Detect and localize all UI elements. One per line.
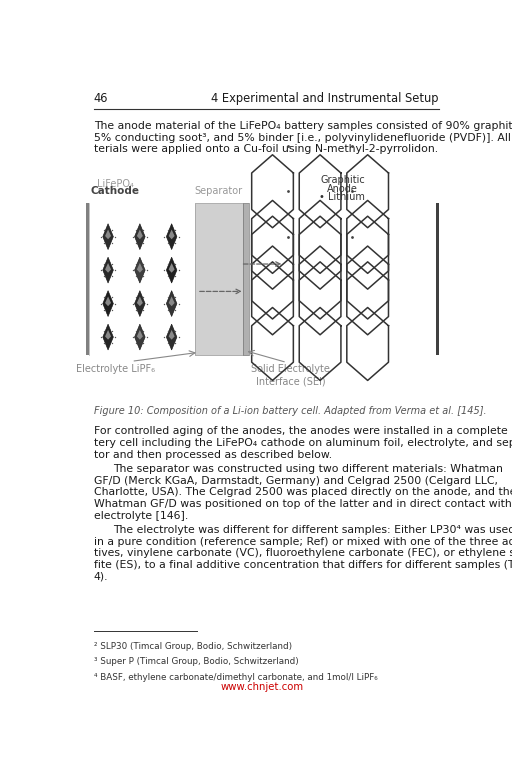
Polygon shape bbox=[135, 324, 145, 350]
Text: Graphitic: Graphitic bbox=[320, 175, 365, 185]
Text: Separator: Separator bbox=[195, 186, 243, 196]
Polygon shape bbox=[166, 223, 177, 250]
Polygon shape bbox=[105, 230, 111, 239]
Text: Figure 10: Composition of a Li-ion battery cell. Adapted from Verma et al. [145]: Figure 10: Composition of a Li-ion batte… bbox=[94, 406, 486, 416]
Text: www.chnjet.com: www.chnjet.com bbox=[221, 682, 304, 692]
Text: The electrolyte was different for different samples: Either LP30⁴ was used: The electrolyte was different for differ… bbox=[113, 525, 512, 535]
Polygon shape bbox=[135, 257, 145, 283]
Text: Electrolyte LiPF₆: Electrolyte LiPF₆ bbox=[76, 364, 155, 374]
Polygon shape bbox=[103, 223, 113, 250]
Text: ⁴ BASF, ethylene carbonate/dimethyl carbonate, and 1mol/l LiPF₆: ⁴ BASF, ethylene carbonate/dimethyl carb… bbox=[94, 673, 377, 683]
Text: 5% conducting soot³, and 5% binder [i.e., polyvinylidenefluoride (PVDF)]. All ma: 5% conducting soot³, and 5% binder [i.e.… bbox=[94, 133, 512, 142]
Text: 4).: 4). bbox=[94, 572, 108, 582]
Polygon shape bbox=[105, 297, 111, 306]
Polygon shape bbox=[166, 291, 177, 316]
Bar bbox=[86, 203, 89, 355]
Polygon shape bbox=[103, 291, 113, 316]
Text: 46: 46 bbox=[94, 92, 108, 105]
Bar bbox=[243, 203, 249, 355]
Polygon shape bbox=[137, 263, 143, 273]
Bar bbox=[249, 203, 436, 355]
Text: electrolyte [146].: electrolyte [146]. bbox=[94, 511, 188, 521]
Text: fite (ES), to a final additive concentration that differs for different samples : fite (ES), to a final additive concentra… bbox=[94, 560, 512, 570]
Text: The separator was constructed using two different materials: Whatman: The separator was constructed using two … bbox=[113, 464, 503, 474]
Text: tery cell including the LiFePO₄ cathode on aluminum foil, electrolyte, and separ: tery cell including the LiFePO₄ cathode … bbox=[94, 438, 512, 448]
Text: GF/D (Merck KGaA, Darmstadt, Germany) and Celgrad 2500 (Celgard LLC,: GF/D (Merck KGaA, Darmstadt, Germany) an… bbox=[94, 476, 498, 486]
Text: Whatman GF/D was positioned on top of the latter and in direct contact with the: Whatman GF/D was positioned on top of th… bbox=[94, 499, 512, 509]
Polygon shape bbox=[168, 263, 175, 273]
Text: Cathode: Cathode bbox=[91, 186, 140, 196]
Text: • Lithium: • Lithium bbox=[319, 192, 366, 202]
Text: 4 Experimental and Instrumental Setup: 4 Experimental and Instrumental Setup bbox=[211, 92, 439, 105]
Polygon shape bbox=[168, 230, 175, 239]
Polygon shape bbox=[103, 324, 113, 350]
Polygon shape bbox=[105, 330, 111, 340]
Text: Solid Electrolyte: Solid Electrolyte bbox=[251, 364, 330, 374]
Polygon shape bbox=[135, 223, 145, 250]
Polygon shape bbox=[166, 324, 177, 350]
Text: terials were applied onto a Cu-foil using N-methyl-2-pyrrolidon.: terials were applied onto a Cu-foil usin… bbox=[94, 144, 438, 154]
Bar bbox=[436, 203, 439, 355]
Polygon shape bbox=[166, 257, 177, 283]
Text: The anode material of the LiFePO₄ battery samples consisted of 90% graphite²,: The anode material of the LiFePO₄ batter… bbox=[94, 121, 512, 130]
Text: Interface (SEI): Interface (SEI) bbox=[256, 376, 326, 386]
Bar bbox=[195, 203, 243, 355]
Text: For controlled aging of the anodes, the anodes were installed in a complete bat-: For controlled aging of the anodes, the … bbox=[94, 426, 512, 437]
Polygon shape bbox=[137, 297, 143, 306]
Polygon shape bbox=[137, 230, 143, 239]
Polygon shape bbox=[137, 330, 143, 340]
Polygon shape bbox=[103, 257, 113, 283]
Text: Anode: Anode bbox=[327, 184, 358, 194]
Polygon shape bbox=[168, 330, 175, 340]
Polygon shape bbox=[105, 263, 111, 273]
Text: Charlotte, USA). The Celgrad 2500 was placed directly on the anode, and the: Charlotte, USA). The Celgrad 2500 was pl… bbox=[94, 487, 512, 497]
Text: in a pure condition (reference sample; Ref) or mixed with one of the three addi-: in a pure condition (reference sample; R… bbox=[94, 537, 512, 547]
Text: ² SLP30 (Timcal Group, Bodio, Schwitzerland): ² SLP30 (Timcal Group, Bodio, Schwitzerl… bbox=[94, 641, 292, 651]
Polygon shape bbox=[168, 297, 175, 306]
Polygon shape bbox=[135, 291, 145, 316]
Text: ³ Super P (Timcal Group, Bodio, Schwitzerland): ³ Super P (Timcal Group, Bodio, Schwitze… bbox=[94, 658, 298, 666]
Text: LiFePO₄: LiFePO₄ bbox=[97, 179, 134, 189]
Text: tives, vinylene carbonate (VC), fluoroethylene carbonate (FEC), or ethylene sul-: tives, vinylene carbonate (VC), fluoroet… bbox=[94, 548, 512, 558]
Text: tor and then processed as described below.: tor and then processed as described belo… bbox=[94, 450, 332, 460]
Bar bbox=[89, 203, 195, 355]
